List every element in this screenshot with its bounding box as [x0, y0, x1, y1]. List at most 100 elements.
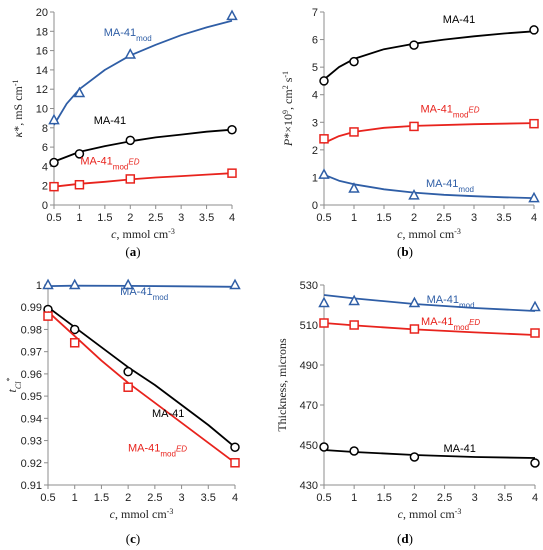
y-tick-label: 18 — [36, 26, 48, 38]
y-tick-label: 5 — [312, 62, 318, 74]
y-tick-label: 0 — [312, 200, 318, 212]
data-point — [408, 188, 420, 200]
series-MA-41modED — [319, 318, 540, 338]
series-MA-41mod — [48, 9, 238, 126]
data-point — [230, 458, 240, 468]
x-tick-label: 0.5 — [316, 492, 331, 504]
y-tick-label: 3 — [312, 117, 318, 129]
data-point — [43, 311, 53, 321]
panel-label: (b) — [397, 244, 413, 259]
y-tick-label: 2 — [312, 145, 318, 157]
chart-panel-b: 0.5 1 1.5 2 2.5 3 3.5 4 0 1 2 3 4 5 6 7 c, mmol cm-3 P*×1… — [281, 7, 540, 259]
data-point — [409, 324, 420, 334]
data-point — [318, 296, 330, 308]
y-tick-label: 20 — [36, 7, 48, 19]
data-point — [230, 442, 240, 452]
x-tick-label: 1 — [76, 212, 82, 224]
y-tick-label: 0 — [42, 200, 48, 212]
data-point — [68, 278, 81, 290]
x-tick-label: 2.5 — [436, 212, 451, 224]
y-tick-label: 0.96 — [21, 369, 42, 381]
data-point — [529, 25, 539, 35]
x-tick-label: 3 — [471, 212, 477, 224]
data-point — [408, 296, 421, 308]
data-point — [409, 121, 419, 132]
x-tick-label: 0.5 — [46, 212, 61, 224]
data-point — [348, 294, 360, 306]
y-tick-label: 6 — [312, 35, 318, 47]
series-MA-41 — [319, 25, 539, 86]
x-tick-label: 2 — [125, 492, 131, 504]
x-tick-label: 1.5 — [376, 212, 391, 224]
y-tick-label: 0.93 — [21, 436, 42, 448]
data-point — [409, 452, 420, 462]
series-MA-41modED — [319, 118, 539, 144]
series-MA-41mod — [42, 278, 241, 290]
x-tick-label: 3 — [179, 492, 185, 504]
data-point — [319, 134, 329, 144]
series-label: MA-41 — [443, 14, 475, 26]
series-MA-41 — [43, 304, 240, 452]
y-tick-label: 530 — [300, 280, 318, 292]
series-label: MA-41modED — [80, 155, 139, 171]
x-tick-label: 1.5 — [377, 492, 392, 504]
data-point — [73, 86, 86, 98]
y-tick-label: 1 — [36, 280, 42, 292]
panel-label: (d) — [397, 531, 413, 546]
y-tick-label: 1 — [312, 172, 318, 184]
data-point — [229, 278, 241, 290]
x-tick-label: 1 — [351, 492, 357, 504]
x-tick-label: 1.5 — [97, 212, 112, 224]
series-label: MA-41 — [443, 443, 475, 455]
x-tick-label: 1 — [351, 212, 357, 224]
data-point — [529, 118, 539, 129]
x-tick-label: 1.5 — [94, 492, 109, 504]
data-point — [528, 191, 540, 203]
series-MA-41modED — [43, 311, 240, 468]
x-tick-label: 2 — [411, 212, 417, 224]
y-tick-label: 0.99 — [21, 302, 42, 314]
data-point — [123, 382, 133, 392]
data-point — [318, 168, 330, 179]
y-tick-label: 0.92 — [21, 458, 42, 470]
x-tick-label: 2 — [127, 212, 133, 224]
x-tick-label: 4 — [232, 492, 238, 504]
y-tick-label: 490 — [300, 360, 318, 372]
data-point — [529, 300, 541, 312]
data-point — [409, 40, 419, 50]
series-MA-41modED — [49, 168, 237, 192]
y-tick-label: 0.97 — [21, 347, 42, 359]
series-MA-41 — [319, 442, 540, 468]
data-point — [227, 124, 237, 135]
data-point — [124, 48, 137, 59]
data-point — [349, 127, 359, 137]
x-tick-label: 2.5 — [148, 212, 163, 224]
x-axis-label: c, mmol cm-3 — [398, 507, 462, 522]
data-point — [348, 182, 360, 193]
y-tick-label: 430 — [300, 480, 318, 492]
data-point — [349, 446, 359, 456]
data-point — [125, 174, 136, 184]
data-point — [349, 320, 359, 330]
data-point — [74, 179, 85, 190]
series-label: MA-41 — [152, 408, 184, 420]
series-label: MA-41modED — [128, 443, 187, 459]
y-tick-label: 0.91 — [21, 480, 42, 492]
data-point — [69, 338, 80, 348]
series-label: MA-41mod — [104, 27, 152, 43]
data-point — [49, 157, 59, 168]
fit-curve — [323, 122, 535, 144]
data-point — [42, 278, 54, 290]
series-label: MA-41mod — [427, 294, 475, 310]
y-tick-label: 470 — [300, 400, 318, 412]
y-tick-label: 6 — [42, 142, 48, 154]
y-tick-label: 0.95 — [21, 391, 42, 403]
data-point — [125, 135, 136, 146]
y-tick-label: 450 — [300, 440, 318, 452]
y-tick-label: 510 — [300, 320, 318, 332]
data-point — [349, 56, 359, 67]
x-tick-label: 4 — [229, 212, 235, 224]
y-tick-label: 12 — [36, 84, 48, 96]
y-tick-label: 2 — [42, 181, 48, 193]
